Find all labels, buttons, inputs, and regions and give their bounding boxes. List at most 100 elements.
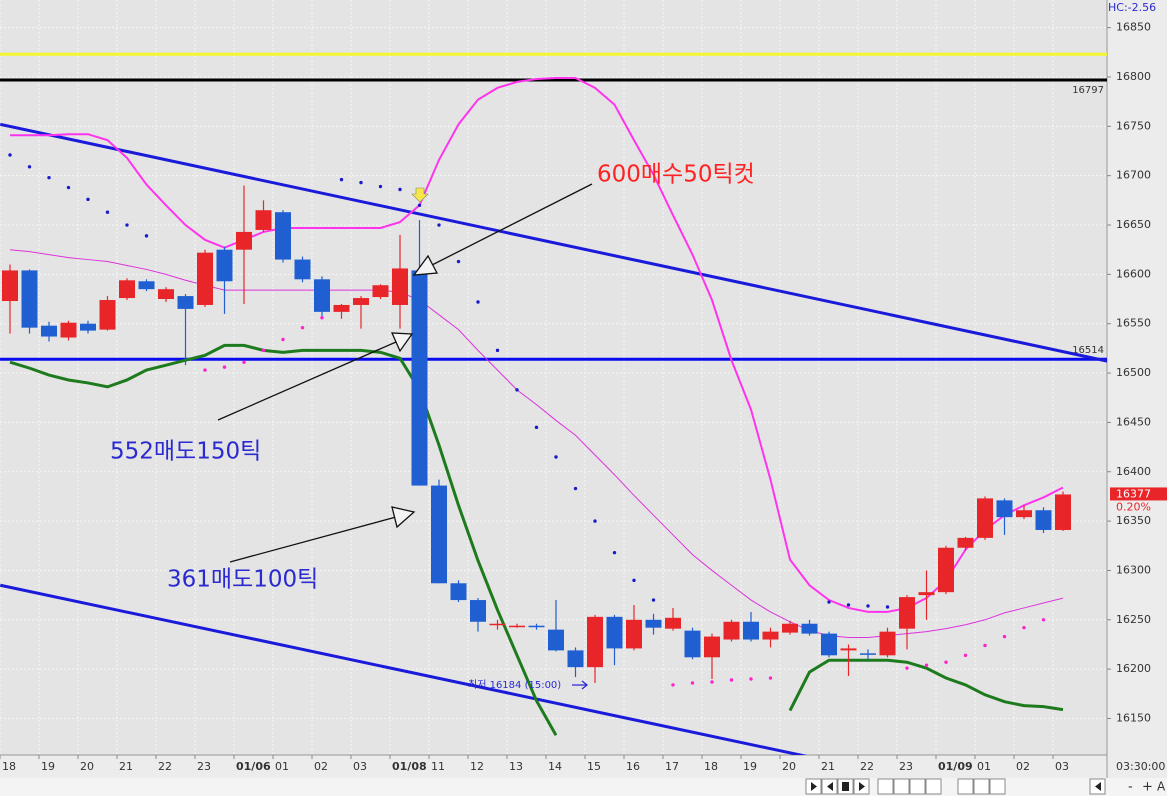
y-tick-label: 16500	[1116, 366, 1151, 379]
y-tick-label: 16750	[1116, 119, 1151, 132]
candle-body	[645, 619, 662, 628]
sar-dot	[905, 666, 909, 670]
y-tick-label: 16400	[1116, 465, 1151, 478]
arrow-head	[391, 506, 416, 529]
x-tick-label: 02	[1016, 760, 1030, 773]
y-axis-background	[1107, 0, 1167, 778]
y-tick-label: 16700	[1116, 169, 1151, 182]
sar-dot	[1002, 634, 1007, 639]
sar-dot	[203, 368, 207, 372]
sar-dot	[378, 184, 383, 189]
reference-label: 16797	[1072, 85, 1104, 96]
candle-body	[509, 625, 525, 628]
sar-dot	[612, 550, 617, 555]
candle-body	[470, 600, 486, 622]
signal-arrow	[411, 187, 429, 203]
candle-body	[411, 270, 428, 486]
sar-dot	[729, 678, 734, 682]
candle-body	[587, 616, 603, 668]
x-tick-label: 02	[314, 760, 328, 773]
candle-body	[431, 485, 447, 584]
y-tick-label: 16200	[1116, 662, 1151, 675]
reference-label: 16514	[1072, 345, 1104, 356]
x-tick-label: 19	[743, 760, 757, 773]
candle-body	[158, 289, 174, 300]
toolbar-button[interactable]	[957, 778, 974, 795]
x-tick-label: 15	[587, 760, 601, 773]
x-tick-label: 23	[197, 760, 211, 773]
hc-label: HC:-2.56	[1108, 1, 1156, 14]
toolbar-button[interactable]	[925, 778, 942, 795]
sar-dot	[593, 519, 597, 523]
sar-dot	[359, 180, 363, 185]
toolbar-button[interactable]	[973, 778, 990, 795]
x-tick-label: 11	[431, 760, 445, 773]
toolbar-zoom-out[interactable]: -	[1128, 780, 1133, 795]
toolbar-font[interactable]: A	[1157, 780, 1166, 794]
candle-body	[41, 325, 57, 337]
candle-body	[938, 547, 954, 593]
sar-dot	[437, 223, 441, 227]
x-tick-label: 01/09	[938, 760, 973, 773]
candle-body	[275, 212, 291, 260]
y-tick-label: 16550	[1116, 317, 1151, 330]
last-change: 0.20%	[1116, 500, 1151, 513]
toolbar-button[interactable]	[989, 778, 1006, 795]
sar-dot	[710, 680, 714, 684]
candle-body	[255, 210, 272, 230]
sar-dot	[105, 210, 110, 214]
x-tick-label: 03	[353, 760, 367, 773]
candle-body	[177, 296, 194, 309]
x-tick-label: 21	[119, 760, 133, 773]
candle-body	[821, 633, 837, 656]
last-price-box	[1110, 487, 1167, 501]
candle-body	[743, 621, 759, 640]
sar-dot	[827, 600, 831, 604]
candle-body	[684, 630, 701, 658]
sar-dot	[417, 203, 422, 207]
toolbar-button[interactable]	[877, 778, 894, 795]
sar-dot	[573, 486, 578, 491]
toolbar-button[interactable]	[893, 778, 910, 795]
candle-body	[860, 653, 876, 655]
candle-body	[353, 298, 369, 305]
toolbar-button[interactable]	[909, 778, 926, 795]
arrow-line	[217, 341, 397, 421]
candle-body	[2, 270, 18, 302]
candle-body	[80, 323, 96, 331]
indicator-line	[9, 343, 1064, 736]
arrow-line	[229, 516, 397, 563]
x-tick-label: 03	[1055, 760, 1069, 773]
sar-dot	[144, 234, 149, 238]
sar-dot	[456, 259, 461, 264]
sar-dot	[671, 683, 675, 687]
y-tick-label: 16850	[1116, 21, 1151, 34]
toolbar-zoom-in[interactable]: +	[1142, 780, 1153, 795]
icon	[859, 782, 865, 791]
sar-dot	[963, 653, 968, 658]
x-tick-label: 17	[665, 760, 679, 773]
annotation: 361매도100틱	[167, 567, 318, 593]
sar-dot	[242, 360, 246, 364]
candle-body	[216, 249, 233, 282]
sar-dot	[1041, 618, 1046, 622]
sar-dot	[339, 177, 344, 182]
icon	[827, 782, 833, 791]
candle-body	[977, 498, 993, 538]
candle-body	[528, 625, 545, 628]
sar-dot	[66, 185, 71, 190]
candle-body	[704, 636, 720, 658]
annotation: 552매도150틱	[110, 439, 261, 465]
candle-body	[489, 623, 506, 626]
sar-dot	[632, 578, 636, 583]
x-tick-label: 12	[470, 760, 484, 773]
x-tick-label: 01/08	[392, 760, 427, 773]
sar-dot	[476, 300, 480, 304]
sar-dot	[866, 604, 870, 608]
candle-body	[333, 304, 350, 312]
sar-dot	[8, 153, 12, 157]
sar-dot	[768, 676, 773, 680]
sar-dot	[222, 365, 227, 369]
arrow-head	[412, 254, 439, 276]
